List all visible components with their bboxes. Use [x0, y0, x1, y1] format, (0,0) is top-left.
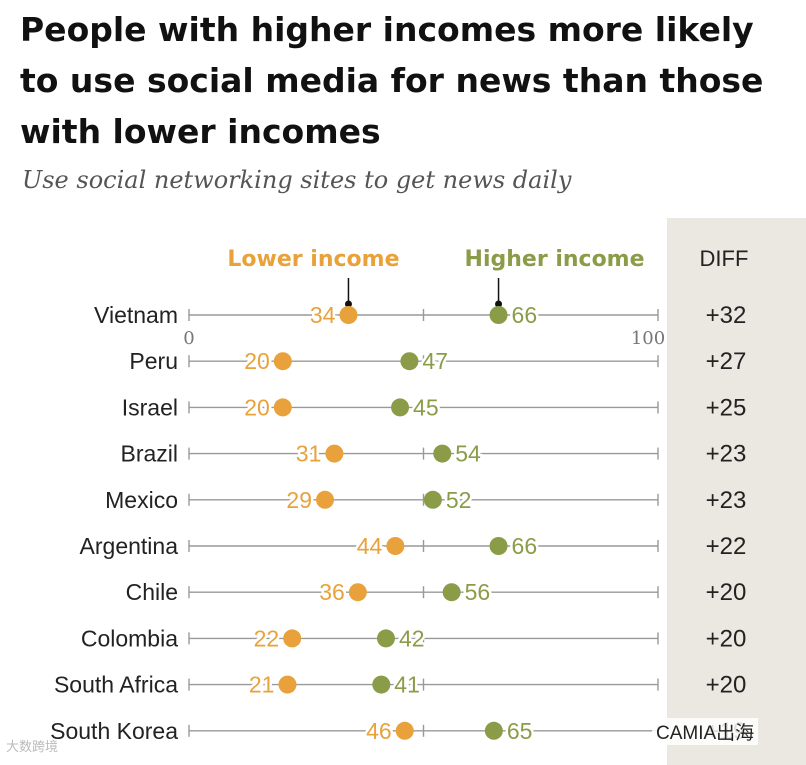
legend-higher-income: Higher income: [465, 247, 645, 272]
higher-income-dot: [400, 352, 419, 371]
country-label: Colombia: [81, 625, 178, 651]
watermark-right: CAMIA出海: [652, 718, 759, 745]
lower-income-dot: [278, 675, 297, 694]
lower-income-dot: [283, 629, 302, 648]
higher-income-dot: [372, 675, 391, 694]
country-label: Argentina: [80, 533, 179, 559]
lower-income-value: 20: [244, 348, 270, 374]
lower-income-dot: [386, 537, 405, 555]
diff-value: +32: [706, 302, 747, 329]
diff-value: +22: [706, 533, 747, 560]
axis-label-max: 100: [631, 328, 665, 349]
higher-income-dot: [489, 306, 508, 324]
country-label: South Africa: [54, 672, 178, 698]
higher-income-dot: [391, 398, 410, 417]
country-label: Chile: [126, 579, 178, 605]
diff-value: +25: [706, 394, 747, 421]
chart-title: People with higher incomes more likely t…: [20, 10, 764, 151]
lower-income-dot: [273, 398, 292, 417]
axis-label-min: 0: [183, 328, 194, 349]
lower-income-value: 44: [357, 533, 383, 559]
country-label: Brazil: [120, 441, 178, 467]
higher-income-value: 65: [507, 718, 533, 744]
country-label: Israel: [122, 394, 178, 420]
country-label: South Korea: [50, 718, 178, 744]
lower-income-value: 21: [249, 672, 275, 698]
higher-income-value: 66: [512, 302, 538, 328]
country-label: Peru: [129, 348, 178, 374]
higher-income-dot: [433, 444, 452, 463]
higher-income-dot: [489, 537, 508, 555]
lower-income-dot: [316, 490, 335, 509]
country-label: Mexico: [105, 487, 178, 513]
higher-income-value: 52: [446, 487, 472, 513]
legend-lower-income: Lower income: [227, 247, 399, 272]
lower-income-value: 34: [310, 302, 336, 328]
higher-income-value: 54: [455, 441, 481, 467]
diff-value: +20: [706, 625, 747, 652]
diff-value: +23: [706, 441, 747, 468]
diff-value: +20: [706, 579, 747, 606]
diff-column-background: [667, 218, 806, 765]
lower-income-value: 22: [254, 625, 280, 651]
chart-subtitle: Use social networking sites to get news …: [22, 166, 572, 194]
higher-income-dot: [442, 583, 461, 602]
lower-income-value: 31: [296, 441, 322, 467]
lower-income-value: 20: [244, 394, 270, 420]
lower-income-dot: [339, 306, 358, 324]
higher-income-value: 56: [465, 579, 491, 605]
watermark-left: 大数跨境: [6, 739, 59, 754]
country-label: Vietnam: [94, 302, 178, 328]
diff-value: +20: [706, 672, 747, 699]
lower-income-dot: [325, 444, 344, 463]
diff-value: +27: [706, 348, 747, 375]
diff-header: DIFF: [700, 246, 749, 271]
lower-income-value: 36: [319, 579, 345, 605]
lower-income-value: 29: [286, 487, 312, 513]
higher-income-dot: [423, 490, 442, 509]
higher-income-value: 45: [413, 394, 439, 420]
lower-income-dot: [273, 352, 292, 371]
higher-income-value: 66: [512, 533, 538, 559]
legend-pointer-dot-higher: [495, 300, 503, 308]
diff-value: +23: [706, 487, 747, 514]
legend-pointer-dot-lower: [344, 300, 352, 308]
higher-income-value: 47: [422, 348, 448, 374]
lower-income-dot: [348, 583, 367, 602]
lower-income-dot: [395, 721, 414, 740]
higher-income-value: 42: [399, 625, 425, 651]
higher-income-dot: [484, 721, 503, 740]
lower-income-value: 46: [366, 718, 392, 744]
higher-income-value: 41: [394, 672, 420, 698]
higher-income-dot: [376, 629, 395, 648]
